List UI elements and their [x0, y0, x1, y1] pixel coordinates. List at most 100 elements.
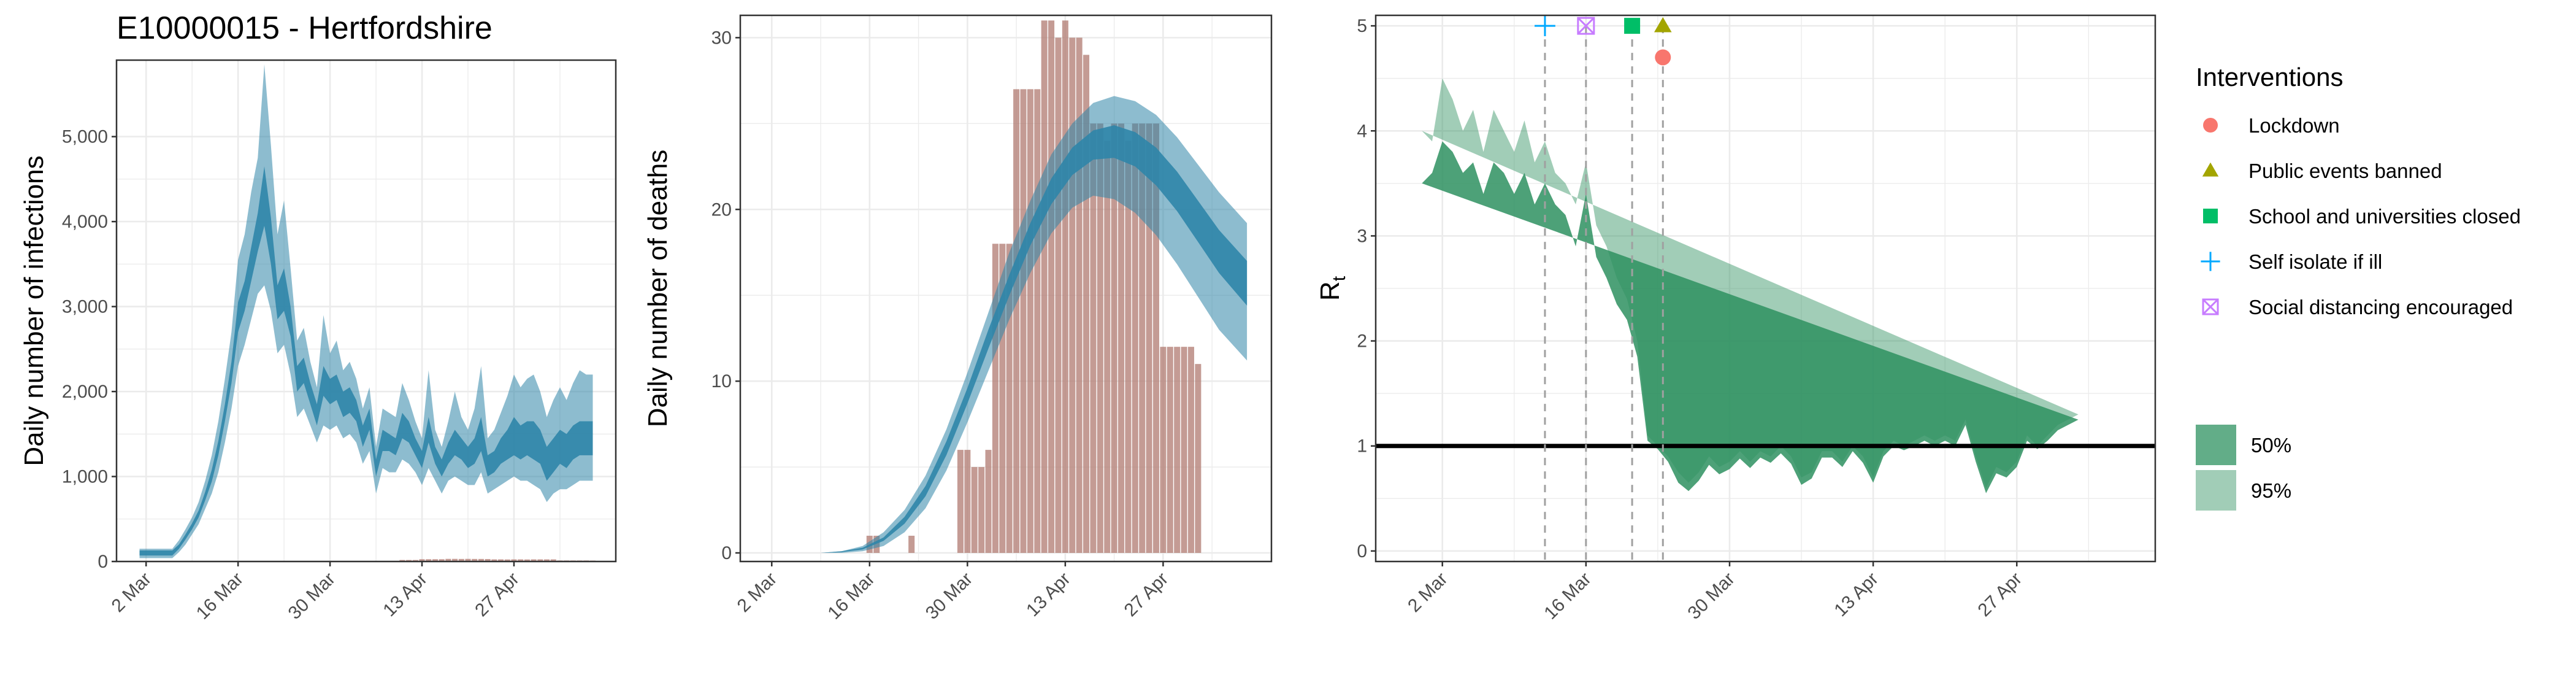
- deaths-bar: [957, 450, 964, 554]
- legend-marker: [2203, 209, 2218, 223]
- infections-deaths-bar: [432, 559, 439, 561]
- legend-item-label: Social distancing encouraged: [2248, 296, 2513, 318]
- deaths-bar: [1167, 347, 1173, 554]
- y-tick-label: 0: [721, 543, 732, 563]
- deaths-bar: [1006, 244, 1013, 554]
- infections-panel-border: [115, 59, 617, 563]
- deaths-bar: [1104, 141, 1111, 554]
- x-tick-label: 27 Apr: [1121, 569, 1173, 621]
- y-tick-label: 1,000: [62, 467, 108, 487]
- x-tick-label: 16 Mar: [1540, 569, 1595, 623]
- y-tick-label: 30: [711, 28, 732, 48]
- x-tick-label: 2 Mar: [734, 569, 781, 617]
- legend-marker: [2202, 162, 2219, 177]
- deaths-bar: [1083, 55, 1090, 554]
- y-tick-label: 4: [1357, 121, 1367, 141]
- x-tick-label: 30 Mar: [1684, 569, 1739, 623]
- intervention-marker: [1654, 17, 1672, 33]
- x-tick-label: 13 Apr: [379, 569, 431, 621]
- legend-interval-label: 50%: [2251, 434, 2291, 457]
- deaths-bar: [1174, 347, 1181, 554]
- deaths-bar: [1055, 37, 1062, 554]
- infections-deaths-bar: [419, 559, 425, 561]
- infections-deaths-bar: [426, 559, 432, 561]
- x-tick-label: 27 Apr: [471, 569, 523, 621]
- deaths-bar: [1069, 37, 1076, 554]
- deaths-bar: [971, 467, 978, 554]
- infections-deaths-bar: [465, 558, 471, 561]
- deaths-bar: [1013, 89, 1020, 554]
- deaths-bar: [1027, 89, 1033, 554]
- y-tick-label: 2,000: [62, 382, 108, 402]
- infections-deaths-bar: [491, 559, 497, 561]
- y-tick-label: 5,000: [62, 127, 108, 147]
- deaths-95-band: [757, 96, 1248, 553]
- deaths-bar: [1041, 20, 1048, 554]
- legend-interval-label: 95%: [2251, 479, 2291, 502]
- infections-y-axis-title: Daily number of infections: [19, 155, 49, 466]
- x-tick-label: 13 Apr: [1830, 569, 1882, 621]
- deaths-bar: [1195, 364, 1202, 554]
- legend-item-label: School and universities closed: [2248, 205, 2521, 228]
- deaths-bar: [1146, 123, 1152, 554]
- infections-deaths-bar: [550, 559, 556, 561]
- figure-title: E10000015 - Hertfordshire: [117, 10, 493, 46]
- legend-interval-swatch: [2196, 425, 2236, 465]
- infections-deaths-bar: [478, 558, 484, 561]
- deaths-panel-border: [739, 14, 1273, 563]
- y-tick-label: 0: [1357, 541, 1367, 561]
- deaths-panel: 0 10 20 30 2 Mar 16 Mar 30 Mar 13 Apr 27 Apr Dail…: [643, 14, 1273, 623]
- infections-panel: 0 1,000 2,000 3,000 4,000 5,000 2 Mar 16 Mar 30 …: [19, 59, 617, 623]
- deaths-bar: [1020, 89, 1027, 554]
- deaths-bar: [992, 244, 999, 554]
- intervention-marker: [1624, 18, 1641, 34]
- infections-deaths-bar: [485, 558, 491, 561]
- infections-deaths-bar: [472, 558, 478, 561]
- deaths-y-axis-title: Daily number of deaths: [643, 150, 673, 427]
- legend-marker: [2203, 118, 2218, 133]
- deaths-bar: [1090, 123, 1097, 554]
- y-tick-label: 5: [1357, 16, 1367, 36]
- x-tick-label: 30 Mar: [285, 569, 339, 623]
- rt-panel-border: [1374, 14, 2156, 563]
- deaths-bar: [908, 536, 915, 554]
- deaths-bar: [1139, 123, 1146, 554]
- x-tick-label: 13 Apr: [1022, 569, 1075, 621]
- y-tick-label: 4,000: [62, 212, 108, 232]
- y-tick-label: 3: [1357, 226, 1367, 246]
- infections-deaths-bar: [498, 559, 504, 561]
- legend: Interventions Lockdown Public events banne…: [2196, 63, 2521, 511]
- y-tick-label: 10: [711, 371, 732, 392]
- deaths-bar: [1076, 37, 1083, 554]
- legend-item-label: Public events banned: [2248, 160, 2442, 182]
- infections-deaths-bar: [511, 559, 517, 561]
- x-tick-label: 27 Apr: [1974, 569, 2026, 621]
- deaths-bar: [1132, 123, 1138, 554]
- deaths-bar: [1117, 123, 1125, 554]
- deaths-bar: [978, 467, 985, 554]
- y-tick-label: 3,000: [62, 297, 108, 317]
- deaths-bar: [964, 450, 971, 554]
- y-tick-label: 20: [711, 199, 732, 220]
- infections-deaths-bar: [543, 559, 550, 561]
- intervention-marker: [1655, 49, 1671, 66]
- x-tick-label: 16 Mar: [193, 569, 247, 623]
- rt-y-axis-title: Rt: [1315, 276, 1349, 301]
- x-tick-label: 16 Mar: [824, 569, 878, 623]
- deaths-bar: [1160, 347, 1167, 554]
- y-tick-label: 2: [1357, 331, 1367, 352]
- infections-deaths-bar: [537, 559, 543, 561]
- y-tick-label: 1: [1357, 436, 1367, 457]
- deaths-bar: [1125, 141, 1132, 554]
- deaths-bar: [1097, 123, 1103, 554]
- legend-item-label: Self isolate if ill: [2248, 250, 2382, 273]
- deaths-bar: [999, 244, 1006, 554]
- infections-deaths-bar: [439, 559, 445, 561]
- y-axis-title-subscript: t: [1329, 276, 1349, 281]
- infections-deaths-bar: [518, 559, 524, 561]
- deaths-bar: [985, 450, 992, 554]
- legend-marker: [2201, 252, 2220, 271]
- infections-deaths-bar: [458, 558, 464, 561]
- infections-deaths-bar: [524, 559, 530, 561]
- infections-deaths-bar: [445, 558, 451, 561]
